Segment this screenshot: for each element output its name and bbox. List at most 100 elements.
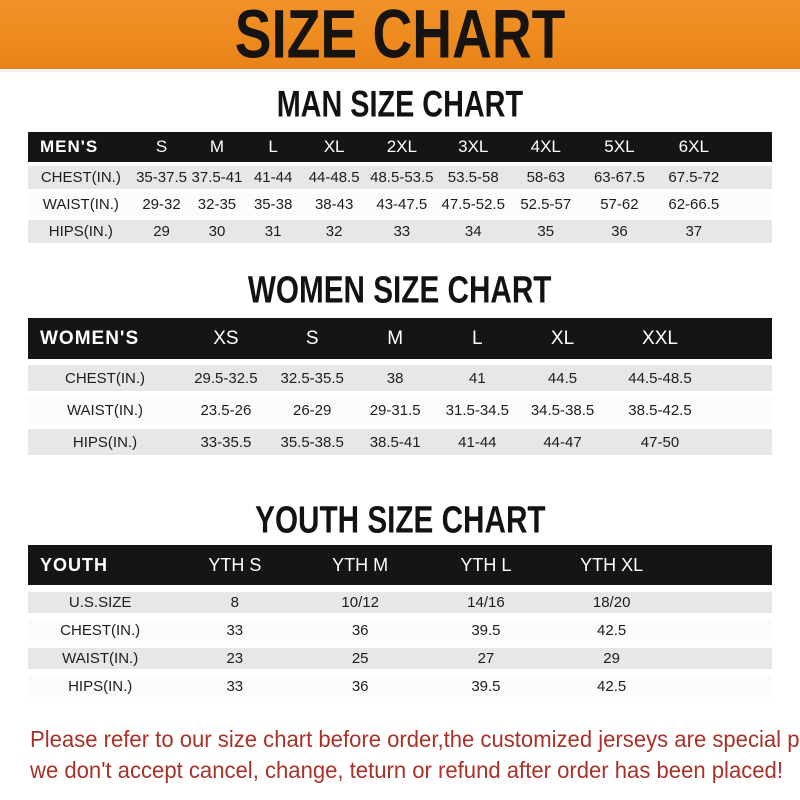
women-value-cell-2-3: 41-44 bbox=[435, 429, 519, 455]
men-value-cell-0-8: 67.5-72 bbox=[656, 166, 731, 189]
men-value-cell-0-5: 53.5-58 bbox=[437, 166, 510, 189]
youth-value-cell-2-0: 23 bbox=[172, 648, 298, 669]
youth-corner-label: YOUTH bbox=[28, 545, 173, 585]
men-value-cell-0-4: 48.5-53.5 bbox=[366, 166, 438, 189]
women-size-column-header-3: L bbox=[435, 318, 519, 359]
youth-header-trailing-cell bbox=[674, 545, 772, 585]
men-size-table: MEN'S S M L XL 2XL 3XL 4XL 5XL 6XL CHEST(IN.) 35-37… bbox=[28, 128, 772, 247]
men-value-cell-1-0: 29-32 bbox=[133, 193, 190, 216]
youth-value-cell-0-2: 14/16 bbox=[423, 592, 549, 613]
women-value-cell-0-2: 38 bbox=[354, 365, 436, 391]
youth-row-label-1: CHEST(IN.) bbox=[28, 620, 173, 641]
youth-value-cell-2-3: 29 bbox=[548, 648, 675, 669]
men-value-cell-2-8: 37 bbox=[656, 220, 731, 243]
youth-size-column-header-1: YTH M bbox=[297, 545, 424, 585]
women-value-cell-1-4: 34.5-38.5 bbox=[519, 397, 607, 423]
men-value-cell-2-6: 35 bbox=[509, 220, 583, 243]
men-value-cell-1-5: 47.5-52.5 bbox=[437, 193, 510, 216]
youth-size-table: YOUTH YTH S YTH M YTH L YTH XL U.S.SIZE 8 10/12… bbox=[28, 538, 772, 704]
women-value-cell-0-0: 29.5-32.5 bbox=[182, 365, 270, 391]
youth-row-label-3: HIPS(IN.) bbox=[28, 676, 173, 697]
youth-value-cell-2-2: 27 bbox=[423, 648, 549, 669]
youth-row-trailing-cell-1 bbox=[674, 620, 772, 641]
men-data-row-1: WAIST(IN.) 29-32 32-35 35-38 38-43 43-47.5 47.… bbox=[28, 193, 772, 216]
women-value-cell-1-1: 26-29 bbox=[269, 397, 355, 423]
women-section-title-text: WOMEN SIZE CHART bbox=[248, 268, 552, 311]
men-header-trailing-cell bbox=[731, 132, 772, 162]
women-value-cell-1-5: 38.5-42.5 bbox=[606, 397, 714, 423]
women-value-cell-1-0: 23.5-26 bbox=[182, 397, 270, 423]
men-value-cell-2-4: 33 bbox=[366, 220, 438, 243]
men-section-title: MAN SIZE CHART bbox=[0, 72, 800, 128]
women-row-trailing-cell-0 bbox=[713, 365, 772, 391]
youth-size-column-header-3: YTH XL bbox=[548, 545, 675, 585]
women-value-cell-0-1: 32.5-35.5 bbox=[269, 365, 355, 391]
women-value-cell-2-2: 38.5-41 bbox=[354, 429, 436, 455]
notice-line-1: Please refer to our size chart before or… bbox=[30, 726, 800, 752]
men-row-trailing-cell-2 bbox=[731, 220, 772, 243]
men-row-trailing-cell-0 bbox=[731, 166, 772, 189]
women-size-column-header-1: S bbox=[269, 318, 355, 359]
youth-value-cell-0-1: 10/12 bbox=[297, 592, 424, 613]
youth-row-trailing-cell-2 bbox=[674, 648, 772, 669]
women-value-cell-0-5: 44.5-48.5 bbox=[606, 365, 714, 391]
men-value-cell-2-2: 31 bbox=[244, 220, 302, 243]
men-value-cell-2-7: 36 bbox=[582, 220, 657, 243]
men-value-cell-2-5: 34 bbox=[437, 220, 510, 243]
youth-data-row-2: WAIST(IN.) 23 25 27 29 bbox=[28, 648, 772, 669]
youth-data-row-0: U.S.SIZE 8 10/12 14/16 18/20 bbox=[28, 592, 772, 613]
men-section: MAN SIZE CHART MEN'S S M L XL 2XL 3XL 4XL 5XL 6XL… bbox=[0, 72, 800, 247]
women-section-title: WOMEN SIZE CHART bbox=[0, 247, 800, 312]
men-value-cell-0-1: 37.5-41 bbox=[189, 166, 245, 189]
men-value-cell-1-1: 32-35 bbox=[189, 193, 245, 216]
youth-value-cell-1-1: 36 bbox=[297, 620, 424, 641]
youth-value-cell-0-0: 8 bbox=[172, 592, 298, 613]
youth-header-row: YOUTH YTH S YTH M YTH L YTH XL bbox=[28, 545, 772, 585]
women-size-column-header-2: M bbox=[354, 318, 436, 359]
men-value-cell-2-0: 29 bbox=[133, 220, 190, 243]
youth-section: YOUTH SIZE CHART YOUTH YTH S YTH M YTH L YTH… bbox=[0, 461, 800, 704]
youth-data-row-3: HIPS(IN.) 33 36 39.5 42.5 bbox=[28, 676, 772, 697]
men-value-cell-2-3: 32 bbox=[301, 220, 367, 243]
men-row-label-1: WAIST(IN.) bbox=[28, 193, 134, 216]
banner-title: SIZE CHART bbox=[234, 0, 566, 73]
men-value-cell-1-4: 43-47.5 bbox=[366, 193, 438, 216]
men-value-cell-0-0: 35-37.5 bbox=[133, 166, 190, 189]
women-header-row: WOMEN'S XS S M L XL XXL bbox=[28, 318, 772, 359]
women-data-row-1: WAIST(IN.) 23.5-26 26-29 29-31.5 31.5-34.5 34… bbox=[28, 397, 772, 423]
women-section: WOMEN SIZE CHART WOMEN'S XS S M L XL XXL CHEST(… bbox=[0, 247, 800, 461]
men-value-cell-1-2: 35-38 bbox=[244, 193, 302, 216]
men-row-label-0: CHEST(IN.) bbox=[28, 166, 134, 189]
men-size-column-header-6: 4XL bbox=[509, 132, 583, 162]
youth-value-cell-0-3: 18/20 bbox=[548, 592, 675, 613]
women-value-cell-1-2: 29-31.5 bbox=[354, 397, 436, 423]
women-row-label-2: HIPS(IN.) bbox=[28, 429, 182, 455]
women-size-column-header-5: XXL bbox=[606, 318, 714, 359]
women-size-table: WOMEN'S XS S M L XL XXL CHEST(IN.) 29.5-32.5 32.5… bbox=[28, 312, 772, 461]
women-value-cell-1-3: 31.5-34.5 bbox=[435, 397, 519, 423]
men-value-cell-0-2: 41-44 bbox=[244, 166, 302, 189]
notice-line-2: we don't accept cancel, change, teturn o… bbox=[30, 757, 783, 783]
women-size-column-header-4: XL bbox=[519, 318, 607, 359]
youth-value-cell-3-0: 33 bbox=[172, 676, 298, 697]
men-value-cell-0-3: 44-48.5 bbox=[301, 166, 367, 189]
men-section-title-text: MAN SIZE CHART bbox=[276, 83, 524, 125]
youth-size-table-container: YOUTH YTH S YTH M YTH L YTH XL U.S.SIZE 8 10/12… bbox=[28, 538, 772, 704]
banner: SIZE CHART bbox=[0, 0, 800, 72]
women-value-cell-2-4: 44-47 bbox=[519, 429, 607, 455]
youth-section-title: YOUTH SIZE CHART bbox=[0, 461, 800, 539]
youth-size-column-header-0: YTH S bbox=[172, 545, 298, 585]
men-row-label-2: HIPS(IN.) bbox=[28, 220, 134, 243]
women-value-cell-0-3: 41 bbox=[435, 365, 519, 391]
men-size-column-header-3: XL bbox=[301, 132, 367, 162]
youth-value-cell-1-2: 39.5 bbox=[423, 620, 549, 641]
footer-notice: Please refer to our size chart before or… bbox=[30, 724, 800, 786]
men-corner-label: MEN'S bbox=[28, 132, 134, 162]
youth-value-cell-1-3: 42.5 bbox=[548, 620, 675, 641]
youth-size-column-header-2: YTH L bbox=[423, 545, 549, 585]
youth-row-label-0: U.S.SIZE bbox=[28, 592, 173, 613]
men-value-cell-1-6: 52.5-57 bbox=[509, 193, 583, 216]
women-corner-label: WOMEN'S bbox=[28, 318, 182, 359]
women-value-cell-0-4: 44.5 bbox=[519, 365, 607, 391]
